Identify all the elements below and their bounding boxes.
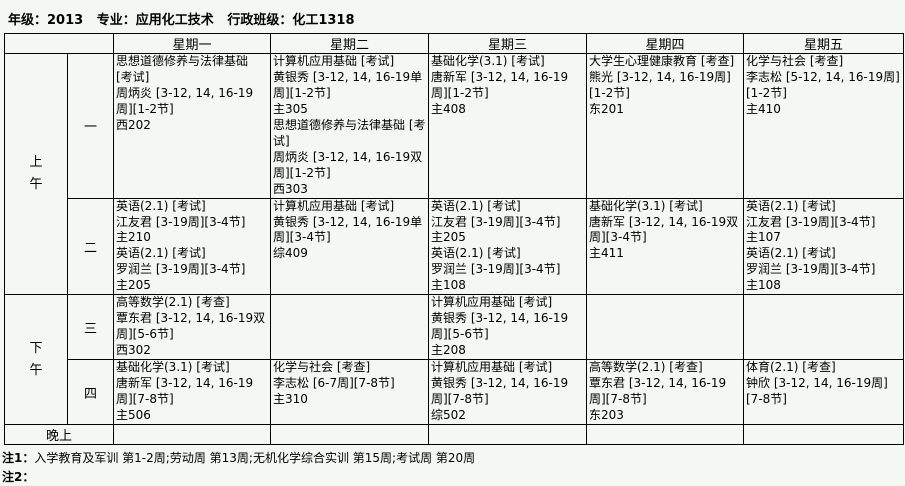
day-header-monday: 星期一	[113, 33, 271, 54]
cell-tuesday-period1: 计算机应用基础 [考试] 黄银秀 [3-12, 14, 16-19单周][1-2…	[270, 53, 429, 199]
period-3-row: 下午 三 高等数学(2.1) [考查] 覃东君 [3-12, 14, 16-19…	[4, 294, 904, 425]
day-header-tuesday: 星期二	[270, 33, 429, 54]
period-label-2: 二	[67, 197, 114, 296]
period-label-1: 一	[67, 53, 114, 199]
session-label-morning: 上午	[4, 52, 68, 296]
timetable: 星期一 星期二 星期三 星期四 星期五 上午 一 思想道德修养与法律基础 [考试…	[4, 33, 904, 445]
cell-wednesday-period4: 计算机应用基础 [考试] 黄银秀 [3-12, 14, 16-19周][7-8节…	[428, 359, 587, 425]
cell-friday-period2: 英语(2.1) [考试] 江友君 [3-19周][3-4节] 主107 英语(2…	[743, 197, 904, 296]
period-label-3: 三	[67, 294, 114, 361]
cell-wednesday-period3: 计算机应用基础 [考试] 黄银秀 [3-12, 14, 16-19周][5-6节…	[428, 294, 587, 361]
footnotes: 注1：入学教育及军训 第1-2周;劳动周 第13周;无机化学综合实训 第15周;…	[2, 449, 905, 486]
cell-wednesday-evening	[428, 423, 587, 445]
day-header-row: 星期一 星期二 星期三 星期四 星期五	[4, 33, 904, 54]
cell-thursday-period2: 基础化学(3.1) [考试] 唐新军 [3-12, 14, 16-19双周][3…	[586, 197, 744, 296]
cell-thursday-period1: 大学生心理健康教育 [考查] 熊光 [3-12, 14, 16-19周][1-2…	[586, 53, 744, 199]
cell-wednesday-period2: 英语(2.1) [考试] 江友君 [3-19周][3-4节] 主205 英语(2…	[428, 197, 587, 296]
note-1: 注1：入学教育及军训 第1-2周;劳动周 第13周;无机化学综合实训 第15周;…	[2, 449, 905, 468]
cell-thursday-period4: 高等数学(2.1) [考查] 覃东君 [3-12, 14, 16-19周][7-…	[586, 359, 744, 425]
cell-tuesday-period3	[270, 294, 429, 361]
session-label-evening: 晚上	[4, 423, 114, 445]
day-header-thursday: 星期四	[586, 33, 744, 54]
cell-friday-period1: 化学与社会 [考查] 李志松 [5-12, 14, 16-19周][1-2节] …	[743, 53, 904, 199]
cell-monday-period2: 英语(2.1) [考试] 江友君 [3-19周][3-4节] 主210 英语(2…	[113, 197, 271, 296]
class-info-line: 年级：2013 专业：应用化工技术 行政班级：化工1318	[8, 13, 355, 28]
cell-friday-period3	[743, 294, 904, 361]
cell-monday-period3: 高等数学(2.1) [考查] 覃东君 [3-12, 14, 16-19双周][5…	[113, 294, 271, 361]
cell-tuesday-period4: 化学与社会 [考查] 李志松 [6-7周][7-8节] 主310	[270, 359, 429, 425]
cell-friday-evening	[743, 423, 904, 445]
cell-monday-period4: 基础化学(3.1) [考试] 唐新军 [3-12, 14, 16-19周][7-…	[113, 359, 271, 425]
cell-wednesday-period1: 基础化学(3.1) [考试] 唐新军 [3-12, 14, 16-19周][1-…	[428, 53, 587, 199]
period-label-4: 四	[67, 359, 114, 425]
cell-monday-evening	[113, 423, 271, 445]
corner-cell	[4, 33, 114, 54]
cell-tuesday-evening	[270, 423, 429, 445]
period-4-row: 四 基础化学(3.1) [考试] 唐新军 [3-12, 14, 16-19周][…	[5, 359, 904, 425]
cell-friday-period4: 体育(2.1) [考查] 钟欣 [3-12, 14, 16-19周][7-8节]	[743, 359, 904, 425]
cell-thursday-period3	[586, 294, 744, 361]
cell-thursday-evening	[586, 423, 744, 445]
evening-row: 晚上	[4, 423, 904, 445]
cell-tuesday-period2: 计算机应用基础 [考试] 黄银秀 [3-12, 14, 16-19单周][3-4…	[270, 197, 429, 296]
period-1-row: 上午 一 思想道德修养与法律基础 [考试] 周炳炎 [3-12, 14, 16-…	[4, 52, 904, 296]
note-2: 注2：	[2, 468, 905, 486]
note-2-label: 注2：	[2, 469, 35, 484]
cell-monday-period1: 思想道德修养与法律基础 [考试] 周炳炎 [3-12, 14, 16-19周][…	[113, 53, 271, 199]
period-2-row: 二 英语(2.1) [考试] 江友君 [3-19周][3-4节] 主210 英语…	[5, 197, 904, 296]
day-header-wednesday: 星期三	[428, 33, 587, 54]
session-label-afternoon: 下午	[4, 294, 68, 425]
day-header-friday: 星期五	[743, 33, 904, 54]
note-1-text: 入学教育及军训 第1-2周;劳动周 第13周;无机化学综合实训 第15周;考试周…	[34, 450, 476, 465]
note-1-label: 注1：	[2, 450, 35, 465]
